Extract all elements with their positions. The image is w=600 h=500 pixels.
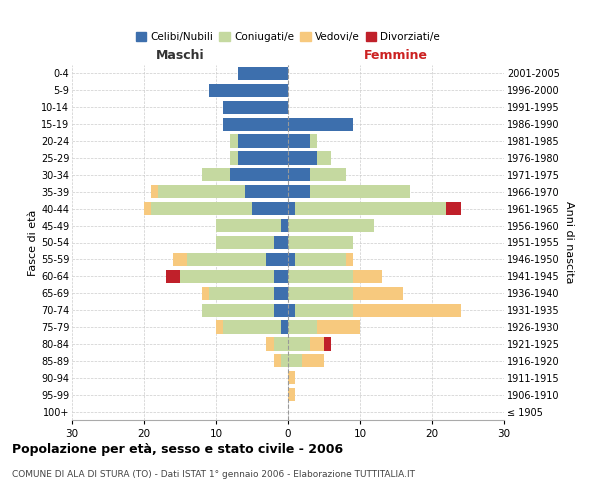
Bar [266, 338, 274, 350]
Bar [295, 202, 446, 215]
Bar [288, 236, 353, 249]
Bar [209, 84, 288, 97]
Bar [288, 185, 310, 198]
Bar [353, 286, 403, 300]
Bar [446, 202, 461, 215]
Bar [144, 202, 151, 215]
Bar [288, 286, 353, 300]
Bar [274, 304, 288, 316]
Bar [310, 338, 324, 350]
Bar [317, 152, 331, 164]
Bar [209, 286, 274, 300]
Bar [151, 202, 252, 215]
Bar [310, 134, 317, 147]
Bar [302, 354, 324, 368]
Bar [274, 270, 288, 283]
Bar [223, 100, 288, 114]
Text: Maschi: Maschi [155, 48, 205, 62]
Bar [295, 253, 346, 266]
Bar [274, 236, 288, 249]
Bar [288, 118, 353, 131]
Bar [274, 286, 288, 300]
Bar [295, 304, 353, 316]
Bar [288, 152, 317, 164]
Bar [288, 338, 310, 350]
Bar [281, 354, 288, 368]
Text: Femmine: Femmine [364, 48, 428, 62]
Bar [166, 270, 180, 283]
Text: Popolazione per età, sesso e stato civile - 2006: Popolazione per età, sesso e stato civil… [12, 442, 343, 456]
Bar [158, 185, 245, 198]
Bar [216, 236, 274, 249]
Bar [324, 338, 331, 350]
Bar [353, 270, 382, 283]
Bar [274, 354, 281, 368]
Bar [216, 320, 223, 334]
Bar [245, 185, 288, 198]
Bar [288, 253, 295, 266]
Bar [223, 118, 288, 131]
Bar [230, 152, 238, 164]
Bar [266, 253, 288, 266]
Bar [310, 185, 410, 198]
Bar [288, 371, 295, 384]
Bar [230, 134, 238, 147]
Bar [288, 354, 302, 368]
Bar [238, 67, 288, 80]
Bar [202, 286, 209, 300]
Bar [216, 219, 281, 232]
Bar [238, 134, 288, 147]
Bar [173, 253, 187, 266]
Bar [202, 304, 274, 316]
Bar [346, 253, 353, 266]
Bar [252, 202, 288, 215]
Bar [180, 270, 274, 283]
Bar [238, 152, 288, 164]
Text: COMUNE DI ALA DI STURA (TO) - Dati ISTAT 1° gennaio 2006 - Elaborazione TUTTITAL: COMUNE DI ALA DI STURA (TO) - Dati ISTAT… [12, 470, 415, 479]
Bar [223, 320, 281, 334]
Y-axis label: Anni di nascita: Anni di nascita [563, 201, 574, 284]
Bar [288, 202, 295, 215]
Bar [288, 388, 295, 401]
Legend: Celibi/Nubili, Coniugati/e, Vedovi/e, Divorziati/e: Celibi/Nubili, Coniugati/e, Vedovi/e, Di… [131, 28, 445, 46]
Bar [288, 304, 295, 316]
Bar [281, 219, 288, 232]
Bar [310, 168, 346, 181]
Bar [288, 168, 310, 181]
Bar [288, 270, 353, 283]
Bar [202, 168, 230, 181]
Bar [353, 304, 461, 316]
Bar [274, 338, 288, 350]
Bar [288, 134, 310, 147]
Bar [230, 168, 288, 181]
Bar [281, 320, 288, 334]
Bar [151, 185, 158, 198]
Bar [187, 253, 266, 266]
Bar [317, 320, 360, 334]
Y-axis label: Fasce di età: Fasce di età [28, 210, 38, 276]
Bar [288, 219, 374, 232]
Bar [288, 320, 317, 334]
